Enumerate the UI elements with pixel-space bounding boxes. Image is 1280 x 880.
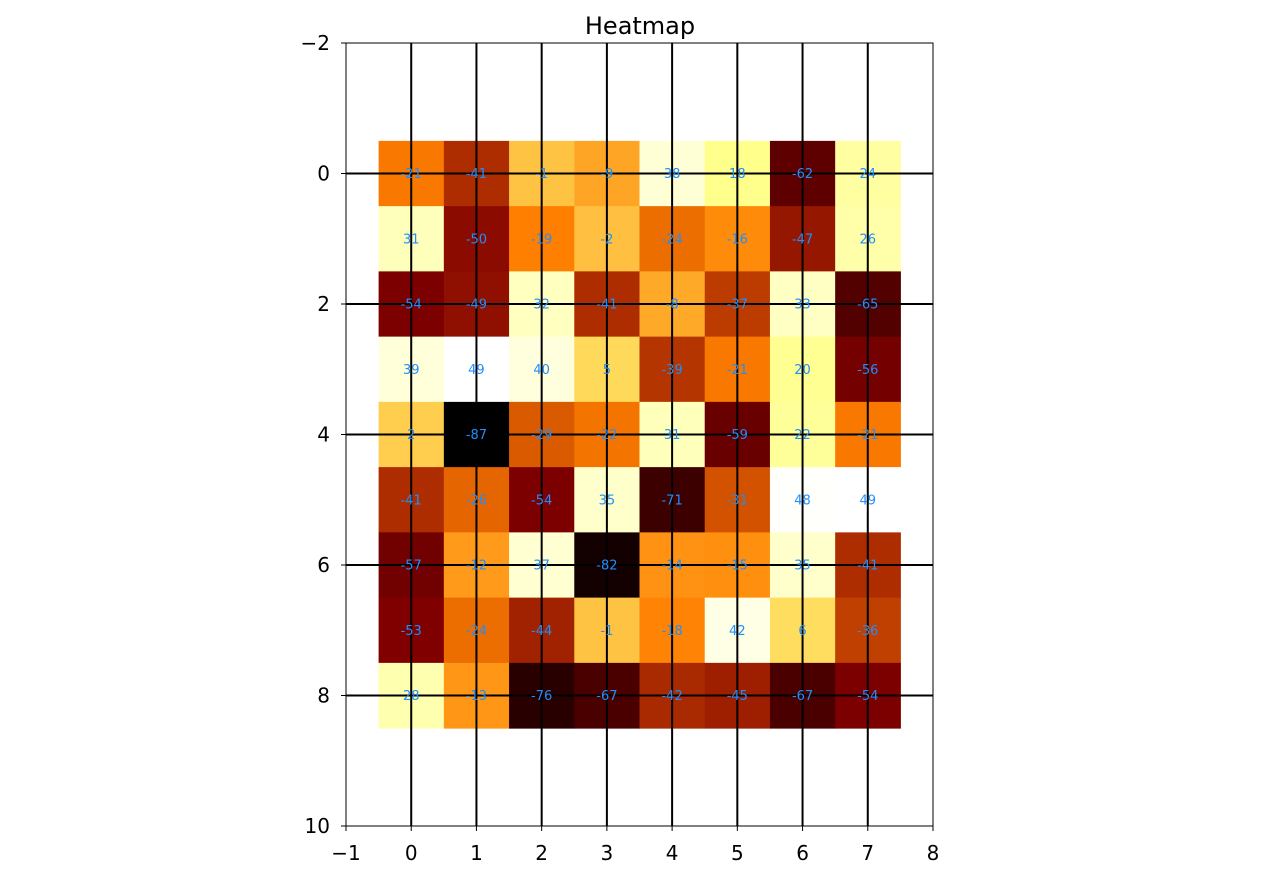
x-tick-label: 0 [405,841,418,865]
cell-value-label: -24 [466,624,487,639]
cell-value-label: 31 [664,428,681,443]
cell-value-label: -14 [661,559,682,574]
cell-value-label: 18 [729,167,746,182]
cell-value-label: 42 [729,624,746,639]
cell-value-label: 28 [403,689,420,704]
cell-value-label: -45 [727,689,748,704]
cell-value-label: -29 [531,428,552,443]
cell-value-label: -44 [531,624,552,639]
cell-value-label: -49 [466,298,487,313]
cell-value-label: -24 [661,232,682,247]
cell-value-label: -67 [596,689,617,704]
cell-value-label: -41 [857,559,878,574]
cell-value-label: -9 [600,167,613,182]
cell-value-label: 40 [533,363,550,378]
cell-value-label: -21 [727,363,748,378]
cell-value-label: -26 [466,493,487,508]
x-tick-label: 5 [731,841,744,865]
y-tick-label: 2 [317,292,330,316]
grid-lines [346,43,933,826]
cell-value-label: -71 [661,493,682,508]
cell-value-label: 48 [794,493,811,508]
cell-value-label: 20 [794,363,811,378]
cell-value-label: -13 [466,689,487,704]
cell-value-label: 35 [599,493,616,508]
cell-value-label: -67 [792,689,813,704]
cell-value-label: -19 [531,232,552,247]
cell-value-label: 2 [407,428,415,443]
cell-value-label: -41 [466,167,487,182]
cell-value-label: -82 [596,559,617,574]
cell-value-label: -8 [666,298,679,313]
cell-value-label: -21 [401,167,422,182]
y-tick-label: 4 [317,423,330,447]
cell-value-label: -87 [466,428,487,443]
cell-value-label: -31 [727,493,748,508]
x-tick-label: 2 [535,841,548,865]
x-tick-label: 6 [796,841,809,865]
x-tick-label: −1 [331,841,360,865]
cell-value-label: 38 [664,167,681,182]
cell-value-label: 37 [533,559,550,574]
cell-value-label: -1 [535,167,548,182]
cell-value-label: -41 [596,298,617,313]
cell-value-label: -16 [727,232,748,247]
cell-value-label: -15 [727,559,748,574]
cell-value-label: 26 [860,232,877,247]
cell-value-label: -37 [727,298,748,313]
cell-value-label: -22 [596,428,617,443]
cell-value-label: 24 [860,167,877,182]
y-tick-label: −2 [301,31,330,55]
cell-value-label: -1 [600,624,613,639]
x-tick-label: 3 [601,841,614,865]
x-tick-label: 4 [666,841,679,865]
cell-value-label: -36 [857,624,878,639]
cell-value-label: 6 [798,624,806,639]
cell-value-label: -56 [857,363,878,378]
cell-value-label: -18 [661,624,682,639]
cell-value-label: -76 [531,689,552,704]
cell-value-label: -47 [792,232,813,247]
cell-value-label: -62 [792,167,813,182]
y-tick-label: 0 [317,162,330,186]
cell-value-label: -53 [401,624,422,639]
y-tick-label: 10 [305,814,330,838]
chart-title: Heatmap [585,12,695,40]
cell-value-label: 35 [794,559,811,574]
y-tick-label: 8 [317,684,330,708]
cell-value-label: -54 [531,493,552,508]
y-tick-label: 6 [317,553,330,577]
cell-value-label: 5 [603,363,611,378]
cell-value-label: -12 [466,559,487,574]
cell-value-label: 31 [403,232,420,247]
cell-value-label: 49 [468,363,485,378]
cell-value-label: -2 [600,232,613,247]
cell-value-label: -39 [661,363,682,378]
cell-value-label: 49 [860,493,877,508]
cell-value-label: -54 [401,298,422,313]
cell-value-label: -65 [857,298,878,313]
cell-value-label: -57 [401,559,422,574]
cell-value-label: -59 [727,428,748,443]
x-tick-label: 8 [927,841,940,865]
cell-value-label: -54 [857,689,878,704]
cell-value-label: 33 [794,298,811,313]
cell-value-label: 39 [403,363,420,378]
cell-value-label: 22 [794,428,811,443]
cell-value-label: -50 [466,232,487,247]
x-tick-label: 7 [861,841,874,865]
x-tick-label: 1 [470,841,483,865]
cell-value-label: -42 [661,689,682,704]
cell-value-label: 32 [533,298,550,313]
cell-value-label: -21 [857,428,878,443]
cell-value-label: -41 [401,493,422,508]
